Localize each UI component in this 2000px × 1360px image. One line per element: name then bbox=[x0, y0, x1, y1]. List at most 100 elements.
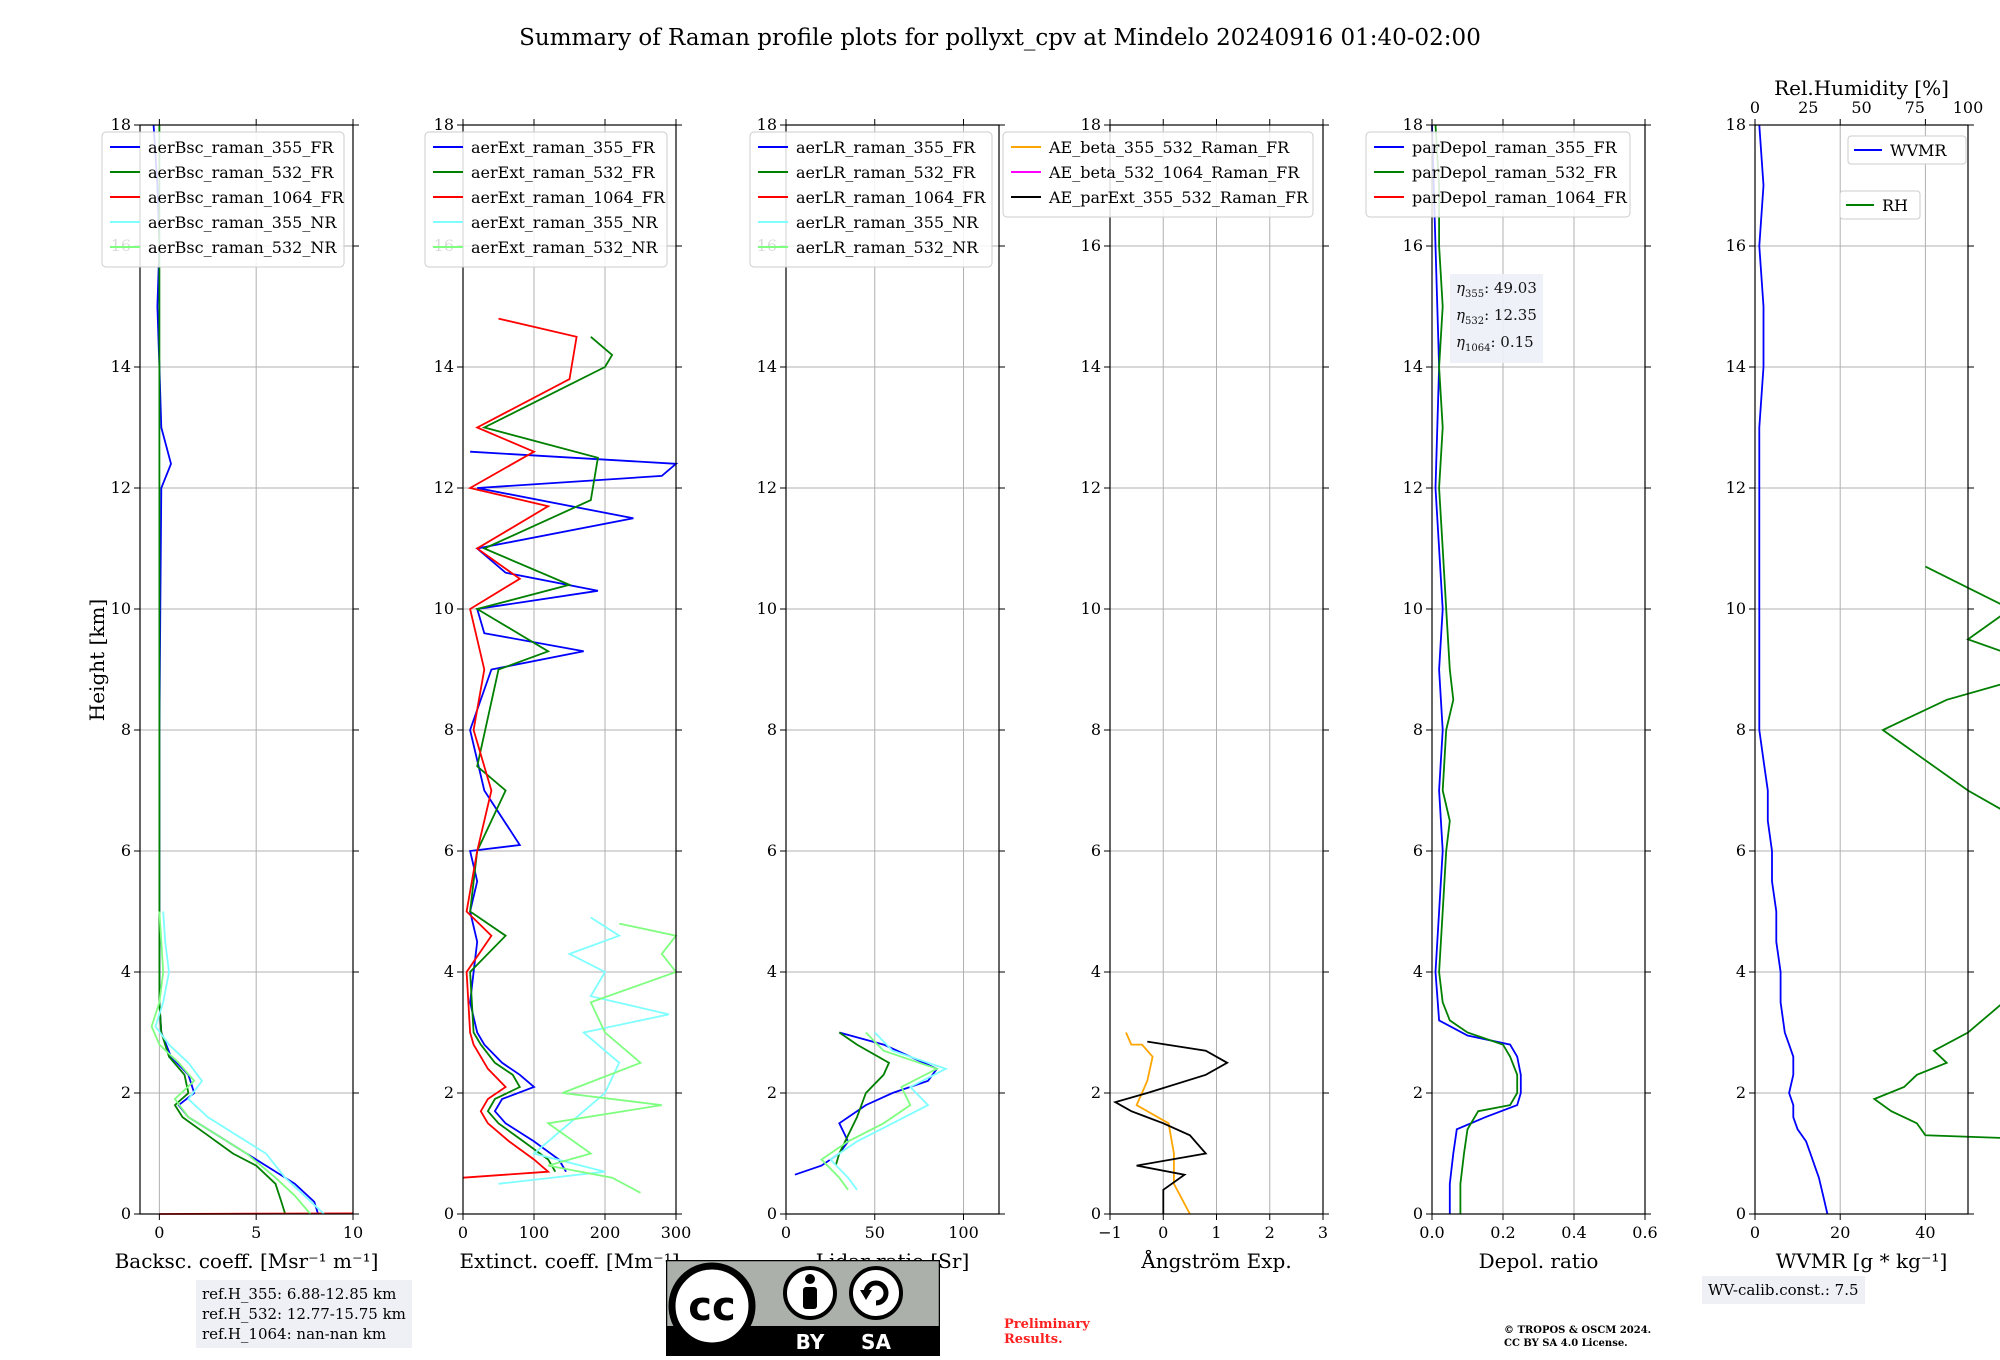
legend-label: WVMR bbox=[1890, 141, 1947, 160]
top-x-tick-label: 100 bbox=[1953, 98, 1984, 117]
by-icon-body bbox=[803, 1287, 817, 1309]
axes-frame bbox=[139, 124, 354, 1215]
x-tick-label: 100 bbox=[519, 1223, 550, 1242]
y-tick-label: 4 bbox=[1091, 962, 1101, 981]
y-tick-label: 2 bbox=[444, 1083, 454, 1102]
legend-label: RH bbox=[1882, 196, 1908, 215]
x-axis-label: Extinct. coeff. [Mm⁻¹] bbox=[459, 1249, 679, 1273]
y-tick-label: 6 bbox=[1413, 841, 1423, 860]
eta-355: η355: 49.03 bbox=[1456, 279, 1537, 300]
y-tick-label: 8 bbox=[1091, 720, 1101, 739]
y-tick-label: 12 bbox=[1726, 478, 1746, 497]
legend-label: parDepol_raman_355_FR bbox=[1412, 138, 1618, 157]
series-line-aerExt_raman_355_NR bbox=[498, 916, 670, 1185]
top-x-tick-label: 0 bbox=[1750, 98, 1760, 117]
top-x-tick-label: 25 bbox=[1798, 98, 1818, 117]
legend: AE_beta_355_532_Raman_FR AE_beta_532_1064… bbox=[1002, 131, 1314, 218]
wv-calib-box: WV-calib.const.: 7.5 bbox=[1702, 1276, 1865, 1304]
y-tick-label: 12 bbox=[111, 478, 131, 497]
series-line-parDepol_raman_532_FR bbox=[1434, 124, 1519, 1214]
legend-box bbox=[424, 131, 668, 268]
series-line-aerLR_raman_532_NR bbox=[820, 1031, 940, 1191]
preliminary-results-note: Preliminary Results. bbox=[1004, 1317, 1090, 1347]
x-tick-label: 0 bbox=[1750, 1223, 1760, 1242]
y-tick-label: 14 bbox=[1081, 357, 1101, 376]
legend-label: aerLR_raman_355_FR bbox=[796, 138, 976, 157]
x-tick-label: 20 bbox=[1830, 1223, 1850, 1242]
copyright-line-2: CC BY SA 4.0 License. bbox=[1504, 1338, 1628, 1349]
y-tick-label: 18 bbox=[434, 115, 454, 134]
panels: 0510024681012141618Backsc. coeff. [Msr⁻¹… bbox=[101, 76, 2000, 1273]
y-tick-label: 14 bbox=[757, 357, 777, 376]
y-tick-label: 18 bbox=[111, 115, 131, 134]
figure-title: Summary of Raman profile plots for polly… bbox=[519, 25, 1481, 51]
y-tick-label: 18 bbox=[757, 115, 777, 134]
y-tick-label: 18 bbox=[1081, 115, 1101, 134]
y-tick-label: 0 bbox=[767, 1204, 777, 1223]
y-tick-label: 16 bbox=[1726, 236, 1746, 255]
y-tick-label: 8 bbox=[121, 720, 131, 739]
y-axis-label: Height [km] bbox=[85, 599, 109, 721]
cc-icon bbox=[668, 1262, 756, 1350]
panel-1: 0100200300024681012141618Extinct. coeff.… bbox=[424, 115, 691, 1273]
y-tick-label: 2 bbox=[1091, 1083, 1101, 1102]
y-tick-label: 4 bbox=[444, 962, 454, 981]
legend-label: aerLR_raman_532_NR bbox=[796, 238, 979, 257]
eta-1064-value: 0.15 bbox=[1500, 333, 1534, 351]
legend-box bbox=[1847, 135, 1967, 165]
x-axis-label: Ångström Exp. bbox=[1140, 1248, 1291, 1273]
legend-label: aerLR_raman_355_NR bbox=[796, 213, 979, 232]
y-tick-label: 4 bbox=[767, 962, 777, 981]
legend-label: aerBsc_raman_532_FR bbox=[148, 163, 334, 182]
legend-box bbox=[749, 131, 993, 268]
x-tick-label: 3 bbox=[1318, 1223, 1328, 1242]
x-tick-label: 40 bbox=[1915, 1223, 1935, 1242]
eta-532-value: 12.35 bbox=[1493, 306, 1537, 324]
top-x-axis-label: Rel.Humidity [%] bbox=[1774, 76, 1949, 100]
y-tick-label: 4 bbox=[1413, 962, 1423, 981]
axes-frame bbox=[462, 124, 677, 1215]
copyright-line-1: © TROPOS & OSCM 2024. bbox=[1504, 1325, 1652, 1336]
y-tick-label: 12 bbox=[1081, 478, 1101, 497]
legend-label: AE_beta_355_532_Raman_FR bbox=[1048, 138, 1290, 157]
series-line-AE_parExt_355_532_Raman_FR bbox=[1112, 1040, 1230, 1214]
x-tick-label: 0 bbox=[781, 1223, 791, 1242]
y-tick-label: 2 bbox=[121, 1083, 131, 1102]
panel-0: 0510024681012141618Backsc. coeff. [Msr⁻¹… bbox=[101, 115, 378, 1273]
preliminary-line-2: Results. bbox=[1004, 1332, 1063, 1347]
legend-box bbox=[1365, 131, 1631, 218]
y-tick-label: 8 bbox=[1736, 720, 1746, 739]
legend-label: parDepol_raman_1064_FR bbox=[1412, 188, 1628, 207]
x-axis-label: WVMR [g * kg⁻¹] bbox=[1776, 1249, 1948, 1273]
x-tick-label: 0.4 bbox=[1561, 1223, 1586, 1242]
legend: parDepol_raman_355_FR parDepol_raman_532_… bbox=[1365, 131, 1631, 218]
panel-5: 0 20 40 0 2 4 6 8 10 12 14 16 18 WVMR [g * kg⁻¹] 0 25 50… bbox=[1726, 76, 2000, 1273]
y-tick-label: 2 bbox=[1736, 1083, 1746, 1102]
series-line-aerExt_raman_532_NR bbox=[545, 922, 678, 1194]
y-tick-label: 10 bbox=[1726, 599, 1746, 618]
y-tick-label: 8 bbox=[1413, 720, 1423, 739]
legend-label: aerBsc_raman_355_NR bbox=[148, 213, 337, 232]
x-tick-label: 0 bbox=[458, 1223, 468, 1242]
x-tick-label: 0.2 bbox=[1490, 1223, 1515, 1242]
legend-label: parDepol_raman_532_FR bbox=[1412, 163, 1618, 182]
legend-label: aerExt_raman_355_FR bbox=[471, 138, 656, 157]
legend-label: aerLR_raman_1064_FR bbox=[796, 188, 986, 207]
copyright-note: © TROPOS & OSCM 2024. CC BY SA 4.0 Licen… bbox=[1504, 1324, 1651, 1350]
x-tick-label: 100 bbox=[948, 1223, 979, 1242]
y-tick-label: 2 bbox=[1413, 1083, 1423, 1102]
y-tick-label: 2 bbox=[767, 1083, 777, 1102]
y-tick-label: 4 bbox=[121, 962, 131, 981]
x-tick-label: 0 bbox=[154, 1223, 164, 1242]
y-tick-label: 6 bbox=[1091, 841, 1101, 860]
y-tick-label: 0 bbox=[1413, 1204, 1423, 1223]
wv-calib-text: WV-calib.const.: 7.5 bbox=[1708, 1281, 1859, 1299]
x-tick-label: 5 bbox=[251, 1223, 261, 1242]
legend-box bbox=[1002, 131, 1314, 218]
ref-h-355: ref.H_355: 6.88-12.85 km bbox=[202, 1285, 397, 1303]
series-line-aerLR_raman_355_FR bbox=[794, 1031, 939, 1176]
eta-532: η532: 12.35 bbox=[1456, 306, 1537, 327]
x-tick-label: 0 bbox=[1158, 1223, 1168, 1242]
y-tick-label: 14 bbox=[1726, 357, 1746, 376]
